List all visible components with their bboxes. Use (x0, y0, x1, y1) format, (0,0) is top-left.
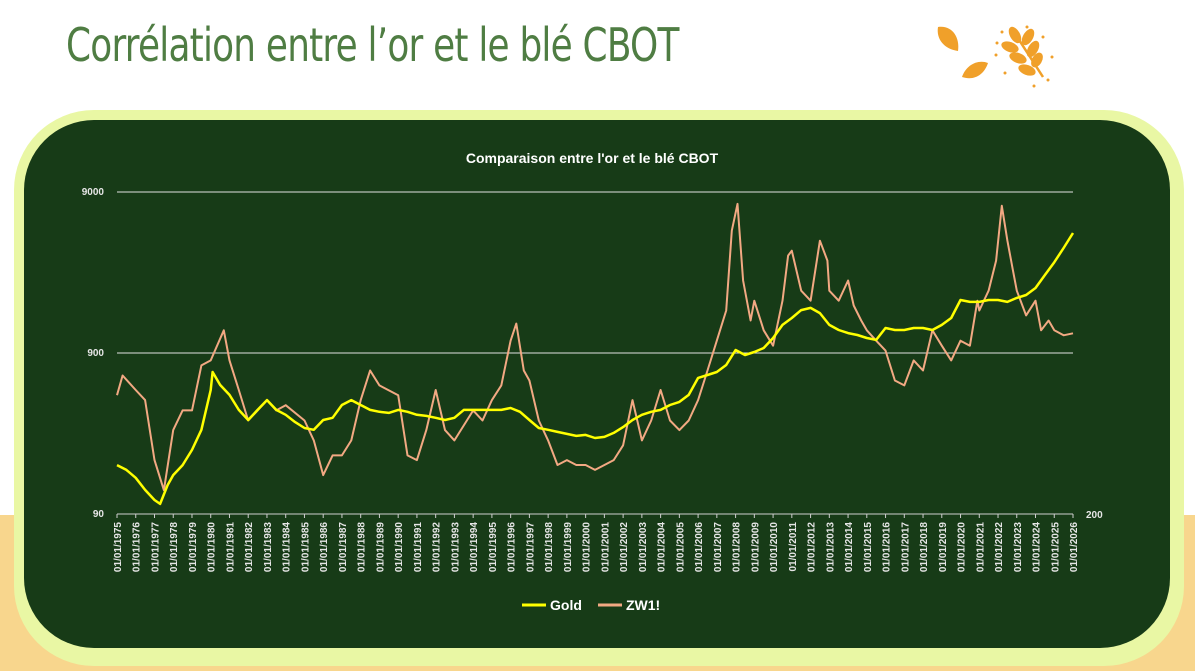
x-tick-label: 01/01/1992 (432, 522, 443, 572)
x-tick-label: 01/01/1983 (263, 522, 274, 572)
x-tick-label: 01/01/1999 (563, 522, 574, 572)
x-tick-label: 01/01/1986 (319, 522, 330, 572)
series-line-gold (116, 232, 1075, 506)
x-tick-label: 01/01/1996 (507, 522, 518, 572)
x-tick-label: 01/01/1976 (132, 522, 143, 572)
chart-title: Comparaison entre l'or et le blé CBOT (466, 150, 719, 166)
x-tick-label: 01/01/1982 (244, 522, 255, 572)
x-tick-label: 01/01/2025 (1050, 522, 1061, 572)
x-tick-label: 01/01/2007 (713, 522, 724, 572)
x-tick-label: 01/01/2012 (807, 522, 818, 572)
x-tick-label: 01/01/2001 (600, 522, 611, 572)
x-tick-label: 01/01/2015 (863, 522, 874, 572)
x-tick-label: 01/01/2003 (638, 522, 649, 572)
legend-label-gold: Gold (550, 597, 582, 613)
x-tick-label: 01/01/1977 (150, 522, 161, 572)
x-tick-label: 01/01/2002 (619, 522, 630, 572)
x-tick-label: 01/01/2020 (957, 522, 968, 572)
x-tick-label: 01/01/2008 (732, 522, 743, 572)
chart-panel (24, 120, 1170, 648)
wheat-leaves-icon (937, 25, 1054, 88)
x-tick-label: 01/01/1988 (357, 522, 368, 572)
x-tick-label: 01/01/1991 (413, 522, 424, 572)
x-tick-label: 01/01/2024 (1032, 522, 1043, 572)
x-tick-label: 01/01/1993 (450, 522, 461, 572)
legend: Gold ZW1! (522, 597, 660, 613)
page-title: Corrélation entre l’or et le blé CBOT (66, 18, 679, 72)
x-tick-label: 01/01/2004 (657, 522, 668, 572)
x-tick-label: 01/01/2010 (769, 522, 780, 572)
x-tick-label: 01/01/2016 (882, 522, 893, 572)
y-tick-label: 9000 (82, 187, 105, 198)
x-tick-label: 01/01/2018 (919, 522, 930, 572)
x-tick-label: 01/01/2021 (975, 522, 986, 572)
x-tick-label: 01/01/1990 (394, 522, 405, 572)
x-tick-label: 01/01/1981 (225, 522, 236, 572)
y-tick-label: 900 (87, 348, 104, 359)
x-tick-label: 01/01/1987 (338, 522, 349, 572)
y2-tick-label: 200 (1086, 510, 1103, 521)
x-tick-label: 01/01/1989 (375, 522, 386, 572)
x-tick-label: 01/01/1980 (207, 522, 218, 572)
x-tick-label: 01/01/2019 (938, 522, 949, 572)
x-tick-label: 01/01/1995 (488, 522, 499, 572)
x-tick-label: 01/01/2014 (844, 522, 855, 572)
x-tick-label: 01/01/2009 (750, 522, 761, 572)
x-tick-label: 01/01/1997 (525, 522, 536, 572)
x-tick-label: 01/01/2017 (900, 522, 911, 572)
x-tick-label: 01/01/2011 (788, 522, 799, 572)
x-tick-label: 01/01/2026 (1069, 522, 1080, 572)
x-tick-label: 01/01/2023 (1013, 522, 1024, 572)
x-tick-label: 01/01/1979 (188, 522, 199, 572)
x-tick-label: 01/01/2006 (694, 522, 705, 572)
y-tick-label: 90 (93, 509, 105, 520)
x-tick-label: 01/01/2000 (582, 522, 593, 572)
legend-label-wheat: ZW1! (626, 597, 660, 613)
x-tick-label: 01/01/2013 (825, 522, 836, 572)
x-tick-label: 01/01/2005 (675, 522, 686, 572)
x-tick-label: 01/01/1984 (282, 522, 293, 572)
x-tick-label: 01/01/1998 (544, 522, 555, 572)
x-tick-label: 01/01/2022 (994, 522, 1005, 572)
x-tick-label: 01/01/1994 (469, 522, 480, 572)
x-tick-label: 01/01/1978 (169, 522, 180, 572)
series-line-wheat (116, 202, 1074, 492)
x-tick-label: 01/01/1985 (300, 522, 311, 572)
x-tick-label: 01/01/1975 (113, 522, 124, 572)
